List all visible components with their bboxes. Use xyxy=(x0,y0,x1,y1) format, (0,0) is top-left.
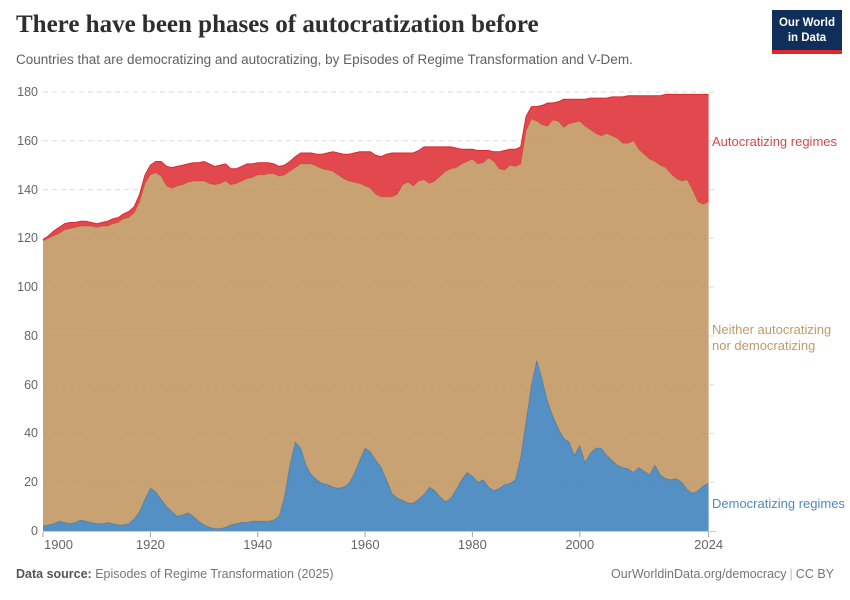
x-tick-label: 2000 xyxy=(565,537,595,552)
area-neither xyxy=(43,118,709,529)
y-tick-label: 100 xyxy=(17,280,38,295)
license-label: CC BY xyxy=(795,567,834,581)
y-tick-label: 60 xyxy=(24,377,38,392)
credit-url: OurWorldinData.org/democracy xyxy=(611,567,787,581)
x-tick-label: 1920 xyxy=(135,537,165,552)
credit-separator: | xyxy=(789,567,793,581)
footer-credit: OurWorldinData.org/democracy | CC BY xyxy=(611,567,834,581)
y-tick-label: 0 xyxy=(31,524,38,538)
owid-logo: Our World in Data xyxy=(772,10,842,55)
x-tick-label: 1980 xyxy=(457,537,487,552)
datasource-label: Data source: xyxy=(16,567,92,581)
area-autocratizing xyxy=(43,94,709,241)
owid-logo-line2: in Data xyxy=(787,31,827,44)
y-tick-label: 80 xyxy=(24,328,38,343)
chart-subtitle: Countries that are democratizing and aut… xyxy=(16,52,633,67)
y-tick-label: 160 xyxy=(17,133,38,148)
legend-label-neither: Neither autocratizing nor democratizing xyxy=(712,322,832,353)
footer: Data source: Episodes of Regime Transfor… xyxy=(16,567,834,581)
y-tick-label: 120 xyxy=(17,231,38,246)
datasource-value: Episodes of Regime Transformation (2025) xyxy=(91,567,334,581)
x-tick-label: 1900 xyxy=(44,537,73,552)
legend-label-democratizing-regimes: Democratizing regimes xyxy=(712,496,845,511)
y-tick-label: 180 xyxy=(17,85,38,99)
owid-logo-line1: Our World xyxy=(778,17,835,29)
legend-label-autocratizing-regimes: Autocratizing regimes xyxy=(712,134,837,149)
footer-datasource: Data source: Episodes of Regime Transfor… xyxy=(16,567,334,581)
area-top-line-autocratizing xyxy=(42,93,709,241)
y-tick-label: 140 xyxy=(17,182,38,197)
y-tick-label: 20 xyxy=(24,475,38,490)
x-tick-label: 2024 xyxy=(694,537,724,552)
x-tick-label: 1960 xyxy=(350,537,380,552)
area-democratizing xyxy=(43,360,709,531)
y-tick-label: 40 xyxy=(24,426,38,441)
x-tick-label: 1940 xyxy=(243,537,273,552)
page-title: There have been phases of autocratizatio… xyxy=(16,11,539,38)
